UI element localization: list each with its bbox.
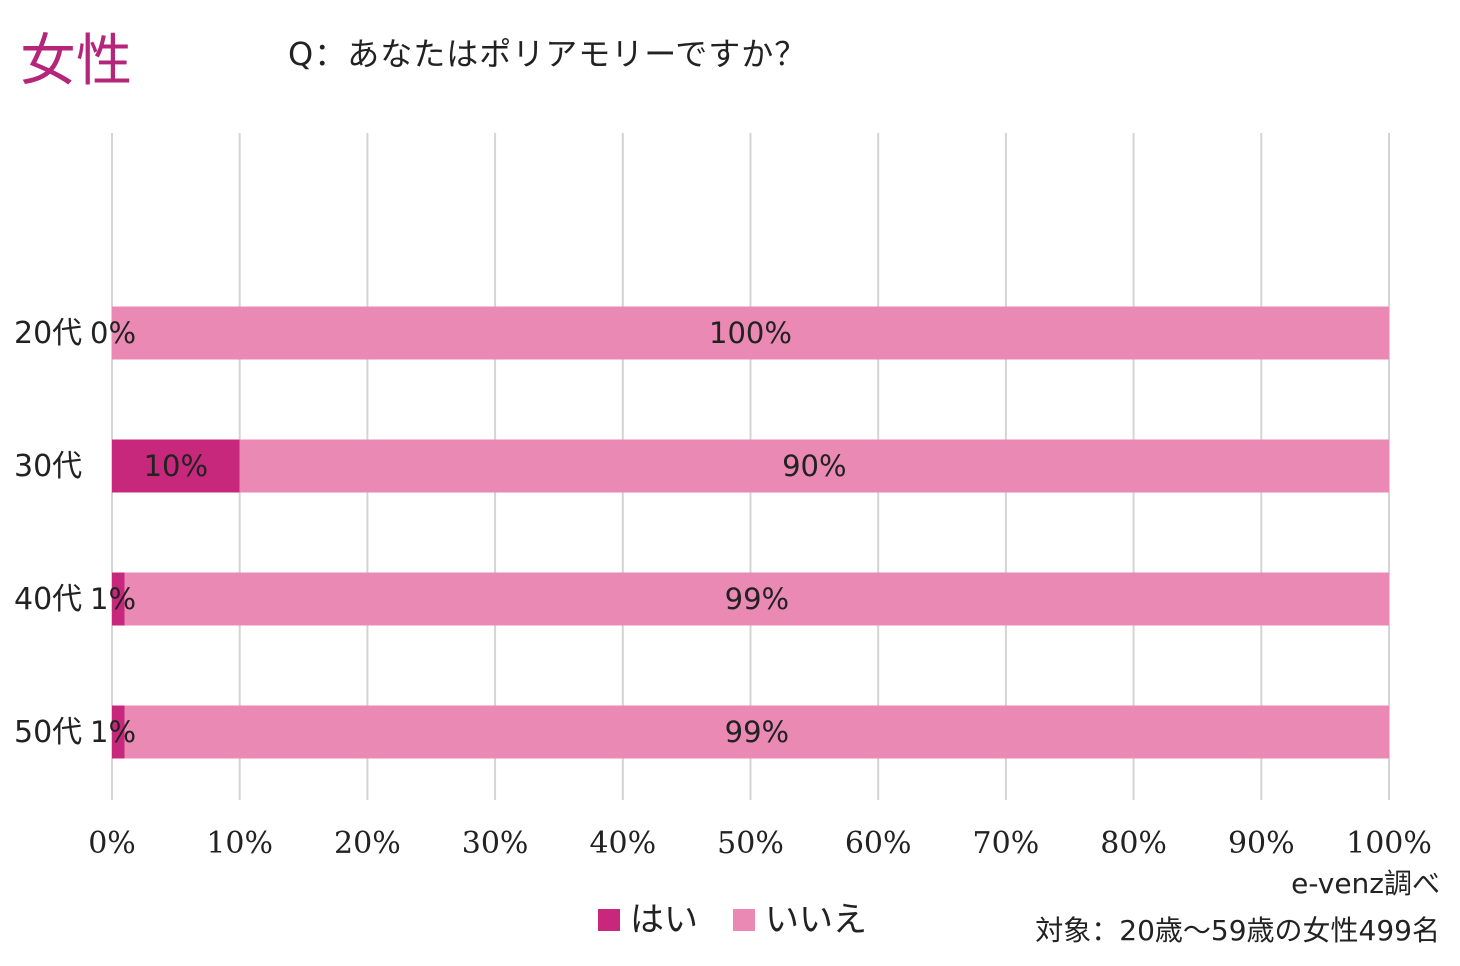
x-tick-label: 30% [462, 826, 529, 861]
x-tick-labels: 0% 10% 20% 30% 40% 50% 60% 70% 80% 90% 100% [88, 826, 1432, 861]
legend-label: はい [630, 900, 698, 940]
x-tick-label: 10% [206, 826, 273, 861]
legend-swatch [733, 909, 755, 931]
legend-label: いいえ [765, 900, 867, 940]
data-label: 0% [90, 316, 136, 350]
x-tick-label: 70% [973, 826, 1040, 861]
legend: はい いいえ [598, 900, 867, 940]
chart-question: Q：あなたはポリアモリーですか？ [288, 35, 807, 73]
category-labels: 20代 30代 40代 50代 [14, 316, 82, 750]
bar-yes [112, 572, 125, 626]
x-tick-label: 20% [334, 826, 401, 861]
target-note: 対象：20歳〜59歳の女性499名 [1035, 914, 1440, 947]
data-label: 10% [144, 449, 208, 483]
x-tick-label: 100% [1346, 826, 1432, 861]
bar-no [239, 439, 1390, 493]
bar-no [124, 572, 1389, 626]
data-label: 99% [725, 715, 789, 749]
bar-yes [112, 705, 125, 759]
data-labels: 0% 100% 10% 90% 1% 99% 1% 99% [90, 316, 847, 749]
category-label: 30代 [14, 449, 82, 484]
legend-swatch [598, 909, 620, 931]
page-title: 女性 [20, 29, 132, 94]
bar-yes [112, 439, 240, 493]
data-label: 90% [782, 449, 846, 483]
x-tick-label: 90% [1228, 826, 1295, 861]
category-label: 40代 [14, 582, 82, 617]
x-tick-label: 60% [845, 826, 912, 861]
bar-no [124, 705, 1389, 759]
bars [112, 306, 1390, 759]
data-label: 100% [709, 316, 792, 350]
category-label: 50代 [14, 715, 82, 750]
x-tick-label: 50% [717, 826, 784, 861]
x-tick-label: 80% [1100, 826, 1167, 861]
data-label: 99% [725, 582, 789, 616]
bar-no [112, 306, 1389, 360]
data-label: 1% [90, 582, 136, 616]
x-tick-label: 40% [589, 826, 656, 861]
category-label: 20代 [14, 316, 82, 351]
source-note: e-venz調べ [1291, 867, 1440, 900]
x-tick-label: 0% [88, 826, 136, 861]
data-label: 1% [90, 715, 136, 749]
